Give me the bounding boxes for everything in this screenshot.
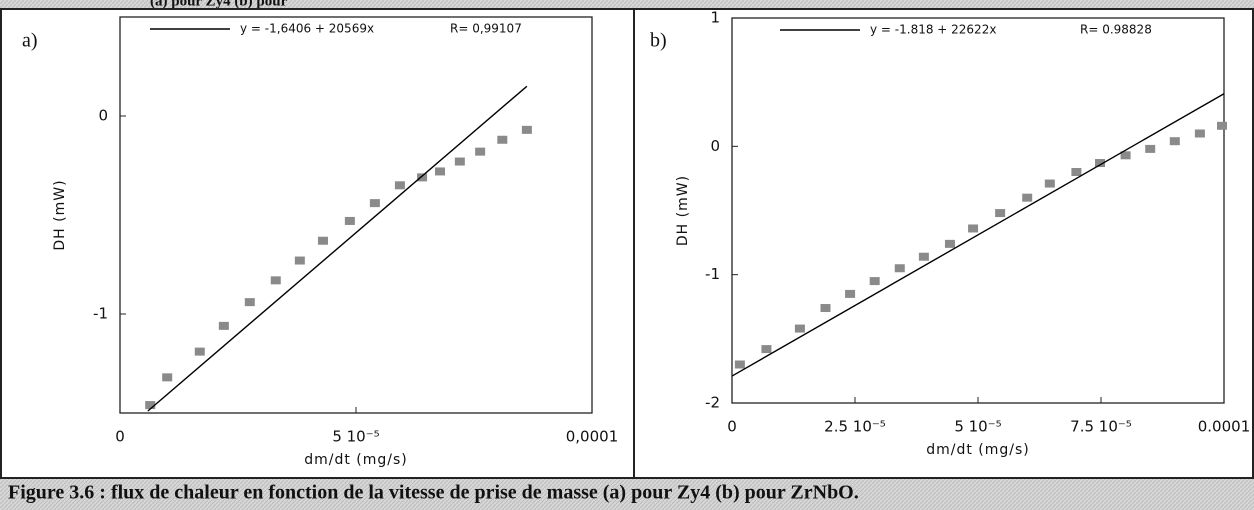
y-tick-label: -1 [93,305,108,323]
data-point [1044,179,1055,188]
data-point [417,173,428,182]
r-label: R= 0,99107 [450,22,522,36]
data-point [968,224,979,233]
x-axis-label: dm/dt (mg/s) [304,452,408,468]
data-point [1169,137,1180,146]
data-point [162,373,173,382]
data-point [294,256,305,265]
r-label: R= 0.98828 [1080,23,1152,37]
data-point [344,216,355,225]
data-point [497,135,508,144]
x-tick-label: 0 [115,428,125,446]
data-point [1022,193,1033,202]
data-point [317,236,328,245]
data-point [1095,159,1106,168]
x-tick-label: 2.5 10⁻⁵ [824,418,886,436]
x-tick-label: 0 [727,418,737,436]
data-point [521,125,532,134]
data-point [734,360,745,369]
data-point [194,347,205,356]
data-point [794,324,805,333]
data-point [995,209,1006,218]
data-point [1194,129,1205,138]
data-point [869,277,880,286]
x-tick-label: 5 10⁻⁵ [954,418,1001,436]
data-point [475,147,486,156]
plot-frame [119,16,593,414]
data-point [244,298,255,307]
data-point [270,276,281,285]
x-tick-label: 7.5 10⁻⁵ [1070,418,1132,436]
caption-band [0,478,1254,510]
data-point [1071,168,1082,176]
data-point [761,345,772,354]
data-point [1217,121,1228,130]
legend-label: y = -1,6406 + 20569x [240,22,374,36]
data-point [845,289,856,298]
x-tick-label: 0,0001 [566,428,619,446]
panel-label: a) [22,30,38,52]
y-tick-label: 0 [710,137,720,155]
y-tick-label: -2 [705,394,720,412]
data-point [1145,144,1156,153]
data-point [820,304,831,313]
legend-label: y = -1.818 + 22622x [870,23,996,37]
fit-line [147,85,528,412]
y-axis-label: DH (mW) [52,179,68,250]
x-tick-label: 0.0001 [1198,418,1251,436]
data-point [218,321,229,330]
plot-frame [731,17,1225,404]
data-point [145,401,156,410]
x-axis-label: dm/dt (mg/s) [926,442,1030,458]
data-point [944,239,955,248]
fit-line [731,93,1225,377]
data-point [894,264,905,273]
x-tick-label: 5 10⁻⁵ [332,428,379,446]
data-point [435,167,446,176]
data-point [394,181,405,190]
y-tick-label: -1 [705,265,720,283]
panel-label: b) [650,30,667,52]
y-tick-label: 1 [710,9,720,27]
data-point [918,252,929,261]
caption: Figure 3.6 : flux de chaleur en fonction… [8,482,859,504]
header-text: (a) pour Zy4 (b) pour [150,0,288,9]
y-tick-label: 0 [98,107,108,125]
y-axis-label: DH (mW) [675,175,691,246]
data-point [369,199,380,208]
data-point [1120,151,1131,160]
header-band [0,0,1254,9]
outer-frame [0,8,1254,479]
data-point [454,157,465,166]
